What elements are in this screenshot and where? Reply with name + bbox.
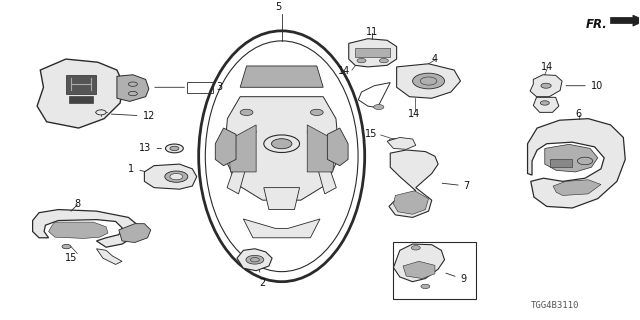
Polygon shape xyxy=(49,222,108,238)
Circle shape xyxy=(170,173,182,180)
Circle shape xyxy=(165,171,188,182)
Polygon shape xyxy=(66,75,97,93)
Circle shape xyxy=(577,157,593,165)
Polygon shape xyxy=(33,210,138,247)
Text: FR.: FR. xyxy=(586,18,607,31)
Polygon shape xyxy=(611,15,640,26)
Polygon shape xyxy=(403,261,435,278)
Polygon shape xyxy=(264,188,300,210)
Text: 9: 9 xyxy=(446,273,467,284)
Polygon shape xyxy=(307,125,336,172)
Polygon shape xyxy=(37,59,124,128)
Polygon shape xyxy=(227,131,256,194)
Polygon shape xyxy=(327,128,348,166)
Polygon shape xyxy=(240,66,323,87)
Circle shape xyxy=(246,255,264,264)
Circle shape xyxy=(170,146,179,151)
Circle shape xyxy=(264,135,300,153)
Circle shape xyxy=(413,73,445,89)
Circle shape xyxy=(129,92,138,96)
Text: 12: 12 xyxy=(111,111,155,121)
Circle shape xyxy=(271,139,292,149)
Text: 1: 1 xyxy=(129,164,145,174)
Circle shape xyxy=(166,144,183,153)
Circle shape xyxy=(240,109,253,116)
Text: 14: 14 xyxy=(541,62,554,72)
Circle shape xyxy=(62,244,71,249)
Circle shape xyxy=(412,246,420,250)
Polygon shape xyxy=(237,249,272,271)
Polygon shape xyxy=(387,138,416,149)
Circle shape xyxy=(541,83,551,88)
Polygon shape xyxy=(389,150,438,217)
Text: 5: 5 xyxy=(275,2,282,12)
Polygon shape xyxy=(243,219,320,238)
Circle shape xyxy=(357,59,366,63)
Text: 10: 10 xyxy=(566,81,603,91)
Polygon shape xyxy=(550,159,572,167)
Text: 3: 3 xyxy=(216,82,222,92)
Circle shape xyxy=(389,138,398,143)
Polygon shape xyxy=(397,64,461,98)
Bar xyxy=(187,82,212,93)
Text: 8: 8 xyxy=(74,199,81,209)
Polygon shape xyxy=(394,244,445,282)
Polygon shape xyxy=(224,97,339,200)
Polygon shape xyxy=(69,96,93,103)
Text: 11: 11 xyxy=(366,28,378,37)
Text: 2: 2 xyxy=(259,270,266,288)
Polygon shape xyxy=(349,39,397,67)
Polygon shape xyxy=(215,128,236,166)
Polygon shape xyxy=(545,144,598,172)
Text: 13: 13 xyxy=(140,143,161,153)
Circle shape xyxy=(129,82,138,86)
Text: TGG4B3110: TGG4B3110 xyxy=(531,301,579,310)
Text: 7: 7 xyxy=(442,181,470,191)
Circle shape xyxy=(96,110,106,115)
Text: 15: 15 xyxy=(65,253,77,263)
Text: 14: 14 xyxy=(337,66,349,76)
Circle shape xyxy=(374,105,384,109)
Polygon shape xyxy=(227,125,256,172)
Text: 14: 14 xyxy=(408,109,420,119)
Polygon shape xyxy=(117,75,149,101)
Text: 15: 15 xyxy=(365,129,378,139)
Bar xyxy=(394,243,476,299)
Polygon shape xyxy=(527,119,625,208)
Polygon shape xyxy=(145,164,196,189)
Polygon shape xyxy=(394,191,429,214)
Circle shape xyxy=(421,284,430,289)
Polygon shape xyxy=(119,224,151,243)
Circle shape xyxy=(380,59,388,63)
Polygon shape xyxy=(533,97,559,112)
Circle shape xyxy=(310,109,323,116)
Polygon shape xyxy=(97,249,122,264)
Polygon shape xyxy=(553,180,601,196)
Polygon shape xyxy=(307,131,336,194)
Text: 4: 4 xyxy=(432,54,438,64)
Polygon shape xyxy=(530,75,562,97)
Circle shape xyxy=(540,101,549,105)
Text: 6: 6 xyxy=(575,109,582,119)
Polygon shape xyxy=(355,48,390,57)
